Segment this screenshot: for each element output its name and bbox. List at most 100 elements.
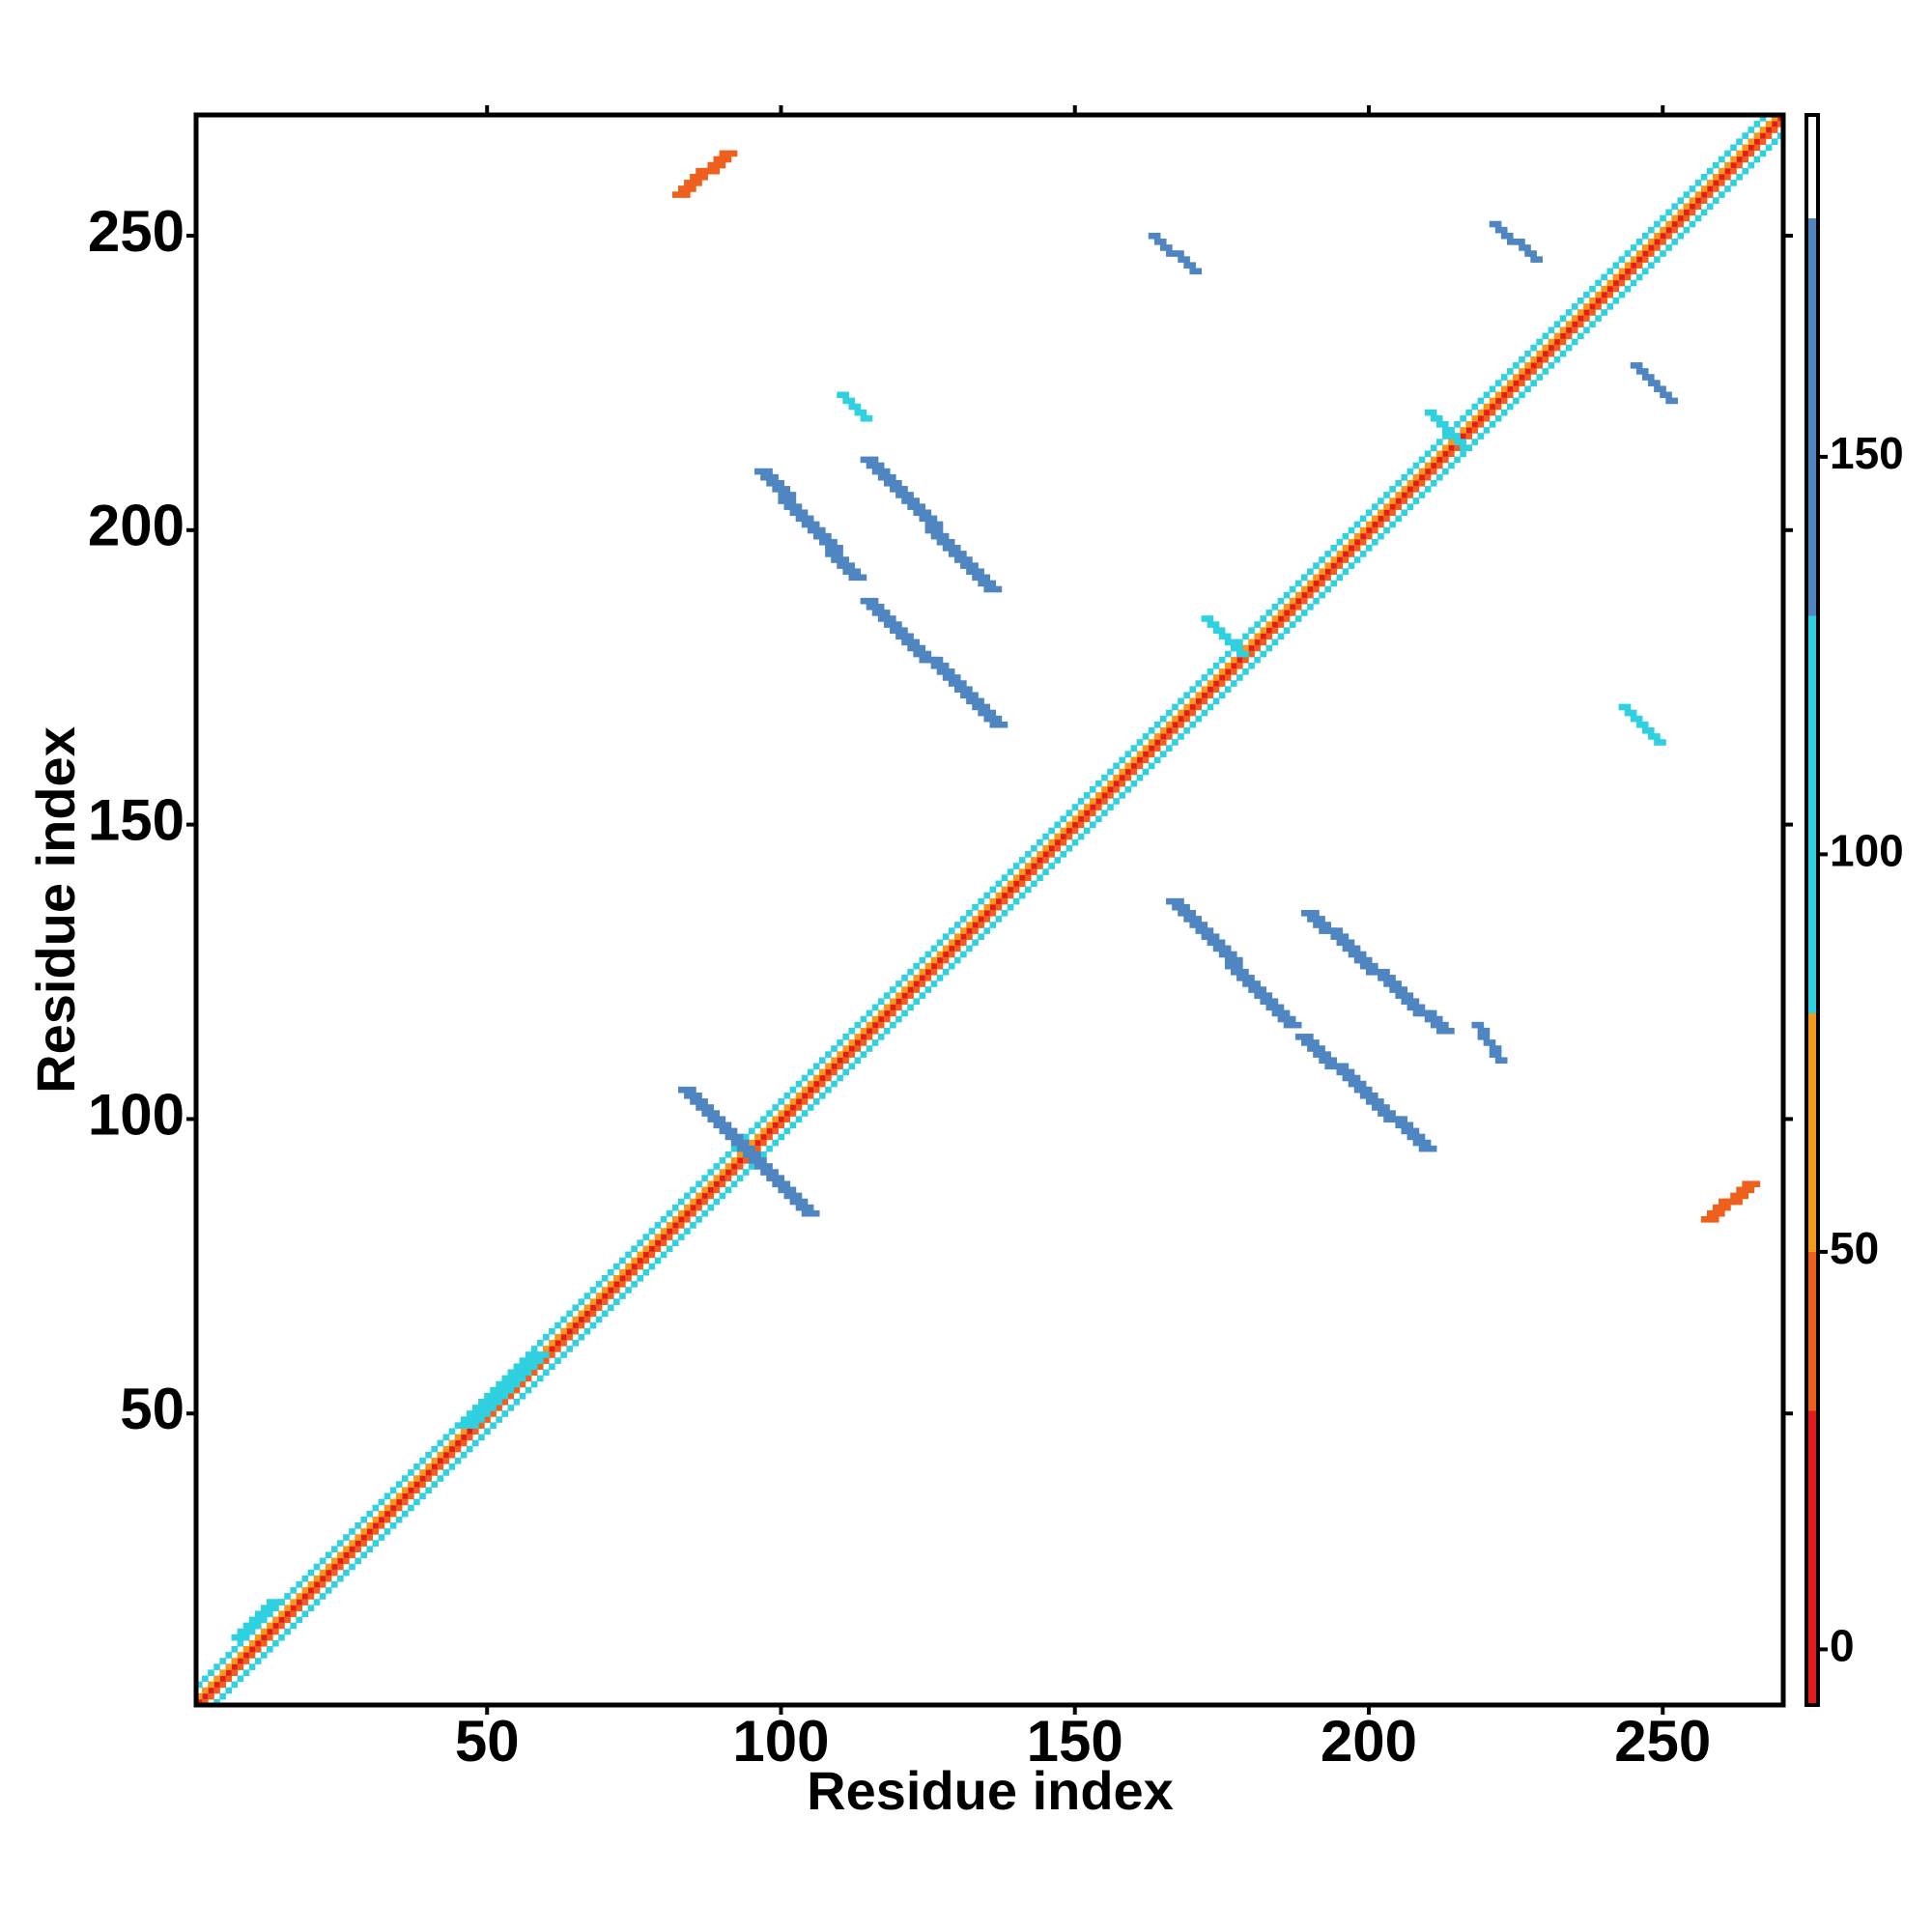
heatmap-cell bbox=[1589, 321, 1596, 327]
heatmap-cell bbox=[1500, 397, 1508, 405]
heatmap-cell bbox=[953, 933, 961, 940]
heatmap-cell bbox=[1301, 597, 1308, 605]
heatmap-cell bbox=[1018, 880, 1026, 888]
heatmap-cell bbox=[1406, 992, 1414, 999]
heatmap-cell bbox=[978, 709, 984, 717]
heatmap-cell bbox=[413, 1498, 420, 1506]
heatmap-cell bbox=[1283, 603, 1291, 611]
heatmap-cell bbox=[736, 1157, 744, 1164]
heatmap-cell bbox=[1395, 1122, 1402, 1129]
heatmap-cell bbox=[948, 668, 955, 675]
heatmap-cell bbox=[895, 492, 902, 498]
heatmap-cell bbox=[1178, 715, 1184, 723]
heatmap-cell bbox=[989, 715, 997, 723]
heatmap-cell bbox=[948, 939, 955, 947]
heatmap-cell bbox=[1319, 580, 1325, 587]
heatmap-cell bbox=[378, 1534, 385, 1541]
heatmap-cell bbox=[795, 1080, 803, 1088]
heatmap-cell bbox=[1648, 239, 1655, 245]
heatmap-cell bbox=[1406, 1122, 1414, 1129]
heatmap-cell bbox=[1435, 1015, 1443, 1023]
heatmap-cell bbox=[1319, 568, 1325, 576]
heatmap-cell bbox=[1742, 150, 1748, 157]
heatmap-cell bbox=[671, 1216, 679, 1223]
heatmap-cell bbox=[507, 1386, 515, 1394]
heatmap-cell bbox=[1230, 662, 1237, 669]
heatmap-cell bbox=[825, 545, 832, 552]
heatmap-cell bbox=[877, 603, 885, 611]
heatmap-cell bbox=[1242, 668, 1249, 675]
heatmap-cell bbox=[983, 574, 990, 582]
heatmap-cell bbox=[1236, 962, 1243, 970]
heatmap-cell bbox=[913, 639, 920, 646]
heatmap-cell bbox=[601, 1293, 609, 1299]
heatmap-cell bbox=[1207, 939, 1214, 947]
heatmap-cell bbox=[1178, 733, 1184, 740]
heatmap-cell bbox=[1348, 562, 1355, 569]
heatmap-cell bbox=[1178, 721, 1184, 728]
heatmap-cell bbox=[837, 1057, 843, 1065]
heatmap-cell bbox=[883, 1009, 891, 1017]
heatmap-cell bbox=[854, 403, 862, 411]
heatmap-cell bbox=[472, 1422, 479, 1429]
heatmap-cell bbox=[901, 497, 908, 504]
heatmap-cell bbox=[960, 556, 967, 563]
heatmap-cell bbox=[901, 975, 908, 981]
heatmap-cell bbox=[613, 1281, 620, 1288]
heatmap-cell bbox=[1771, 121, 1778, 128]
heatmap-cell bbox=[1624, 285, 1632, 293]
heatmap-cell bbox=[1624, 273, 1632, 281]
colorbar-tick-label: 100 bbox=[1830, 826, 1904, 876]
heatmap-cell bbox=[1660, 214, 1666, 222]
heatmap-cell bbox=[866, 414, 873, 422]
heatmap-cell bbox=[760, 1163, 767, 1170]
heatmap-cell bbox=[766, 468, 773, 475]
heatmap-cell bbox=[978, 897, 984, 905]
heatmap-cell bbox=[648, 1239, 656, 1246]
heatmap-cell bbox=[1336, 562, 1344, 569]
heatmap-cell bbox=[930, 956, 938, 964]
heatmap-cell bbox=[296, 1605, 303, 1611]
heatmap-cell bbox=[701, 1175, 708, 1181]
heatmap-cell bbox=[642, 1268, 650, 1276]
heatmap-cell bbox=[1601, 291, 1607, 298]
heatmap-cell bbox=[601, 1298, 609, 1305]
heatmap-cell bbox=[1095, 792, 1102, 799]
heatmap-cell bbox=[1254, 633, 1261, 640]
heatmap-cell bbox=[543, 1346, 550, 1352]
heatmap-cell bbox=[1142, 751, 1150, 757]
heatmap-cell bbox=[1494, 1045, 1502, 1052]
heatmap-cell bbox=[978, 697, 984, 705]
heatmap-cell bbox=[837, 1039, 843, 1046]
heatmap-cell bbox=[1159, 715, 1167, 723]
heatmap-cell bbox=[772, 473, 779, 481]
heatmap-cell bbox=[1166, 244, 1173, 251]
heatmap-cell bbox=[783, 1092, 791, 1099]
heatmap-cell bbox=[1435, 1021, 1443, 1029]
heatmap-cell bbox=[1524, 385, 1531, 393]
heatmap-cell bbox=[496, 1380, 502, 1388]
heatmap-cell bbox=[1719, 180, 1725, 186]
heatmap-cell bbox=[1119, 780, 1125, 787]
heatmap-cell bbox=[1183, 262, 1190, 270]
heatmap-cell bbox=[1348, 526, 1355, 534]
heatmap-cell bbox=[1048, 851, 1055, 858]
heatmap-cell bbox=[1166, 250, 1173, 257]
heatmap-cell bbox=[877, 462, 885, 469]
heatmap-cell bbox=[724, 1186, 732, 1194]
heatmap-cell bbox=[783, 1104, 791, 1111]
heatmap-cell bbox=[825, 1051, 832, 1058]
heatmap-cell bbox=[772, 1169, 779, 1176]
heatmap-cell bbox=[1489, 409, 1496, 416]
heatmap-cell bbox=[1119, 774, 1125, 781]
heatmap-cell bbox=[942, 532, 950, 540]
heatmap-cell bbox=[1500, 409, 1508, 416]
heatmap-cell bbox=[1471, 403, 1479, 411]
heatmap-cell bbox=[1689, 203, 1696, 211]
heatmap-cell bbox=[1119, 792, 1125, 799]
heatmap-cell bbox=[460, 1451, 468, 1459]
heatmap-cell bbox=[812, 1086, 820, 1094]
heatmap-cell bbox=[1483, 414, 1491, 422]
heatmap-cell bbox=[1630, 268, 1637, 275]
heatmap-cell bbox=[819, 1080, 826, 1088]
